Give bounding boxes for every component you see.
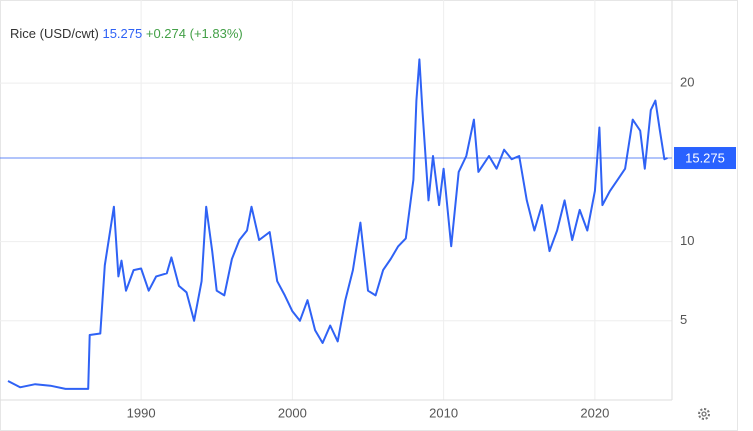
legend-change-pct: (+1.83%) (190, 26, 243, 41)
legend-name: Rice (USD/cwt) (10, 26, 99, 41)
legend-value: 15.275 (102, 26, 142, 41)
y-tick-label: 20 (680, 75, 694, 90)
last-price-label: 15.275 (685, 150, 725, 165)
legend: Rice (USD/cwt) 15.275 +0.274 (+1.83%) (10, 26, 243, 41)
price-line (7, 58, 668, 390)
x-tick-label: 2010 (429, 405, 458, 420)
gear-teeth (698, 408, 710, 420)
y-tick-label: 5 (680, 312, 687, 327)
last-price-box (674, 147, 736, 170)
x-tick-label: 2000 (278, 405, 307, 420)
y-tick-label: 10 (680, 233, 694, 248)
x-tick-label: 2020 (580, 405, 609, 420)
settings-button[interactable] (698, 408, 710, 420)
legend-change: +0.274 (146, 26, 186, 41)
gear-hub (701, 411, 707, 417)
grid (0, 0, 672, 400)
x-tick-label: 1990 (127, 405, 156, 420)
